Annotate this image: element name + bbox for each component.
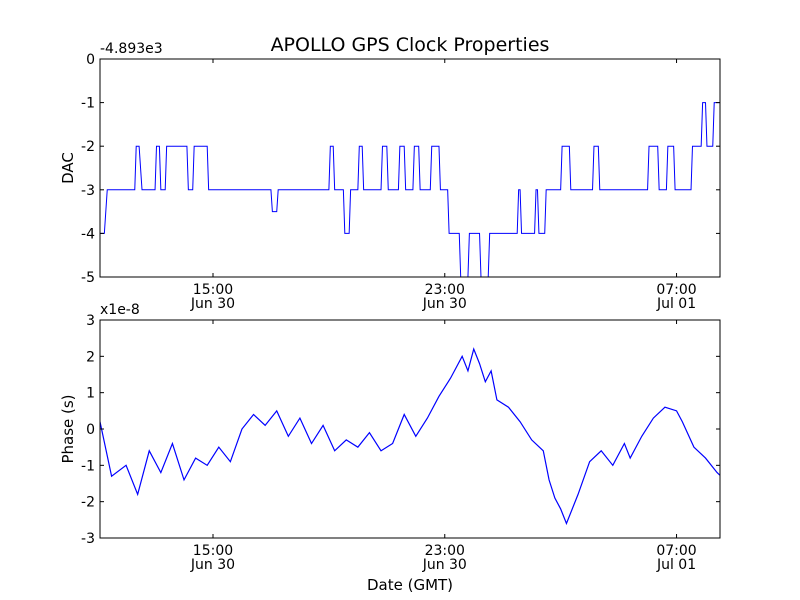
y-tick-label: 0 <box>86 422 95 438</box>
x-tick-label-date: Jun 30 <box>422 296 467 312</box>
offset-text: x1e-8 <box>100 302 140 318</box>
x-tick-label-time: 23:00 <box>425 543 465 559</box>
y-tick-label: -2 <box>81 139 95 155</box>
x-tick-label-date: Jul 01 <box>656 296 696 312</box>
x-tick-label-time: 07:00 <box>656 543 696 559</box>
offset-text: -4.893e3 <box>100 41 163 57</box>
y-tick-label: -2 <box>81 495 95 511</box>
x-tick-label-date: Jul 01 <box>656 557 696 573</box>
x-tick-label-time: 15:00 <box>193 543 233 559</box>
x-tick-label-date: Jun 30 <box>422 557 467 573</box>
y-tick-label: 2 <box>86 349 95 365</box>
y-tick-label: 3 <box>86 313 95 329</box>
x-tick-label-time: 15:00 <box>193 282 233 298</box>
x-tick-label-time: 07:00 <box>656 282 696 298</box>
x-tick-label-date: Jun 30 <box>190 557 235 573</box>
y-tick-label: -4 <box>81 226 95 242</box>
y-tick-label: -3 <box>81 183 95 199</box>
y-tick-label: -5 <box>81 270 95 286</box>
x-tick-label-date: Jun 30 <box>190 296 235 312</box>
y-tick-label: -3 <box>81 531 95 547</box>
y-tick-label: 0 <box>86 52 95 68</box>
series-line <box>100 347 720 526</box>
y-axis-label: DAC <box>59 152 77 184</box>
y-tick-label: -1 <box>81 96 95 112</box>
x-tick-label-time: 23:00 <box>425 282 465 298</box>
x-axis-label: Date (GMT) <box>367 576 453 594</box>
axes-frame <box>99 58 721 278</box>
y-tick-label: -1 <box>81 458 95 474</box>
y-tick-label: 1 <box>86 386 95 402</box>
figure-title: APOLLO GPS Clock Properties <box>271 34 550 56</box>
y-axis-label: Phase (s) <box>59 394 77 463</box>
series-line <box>100 102 720 277</box>
